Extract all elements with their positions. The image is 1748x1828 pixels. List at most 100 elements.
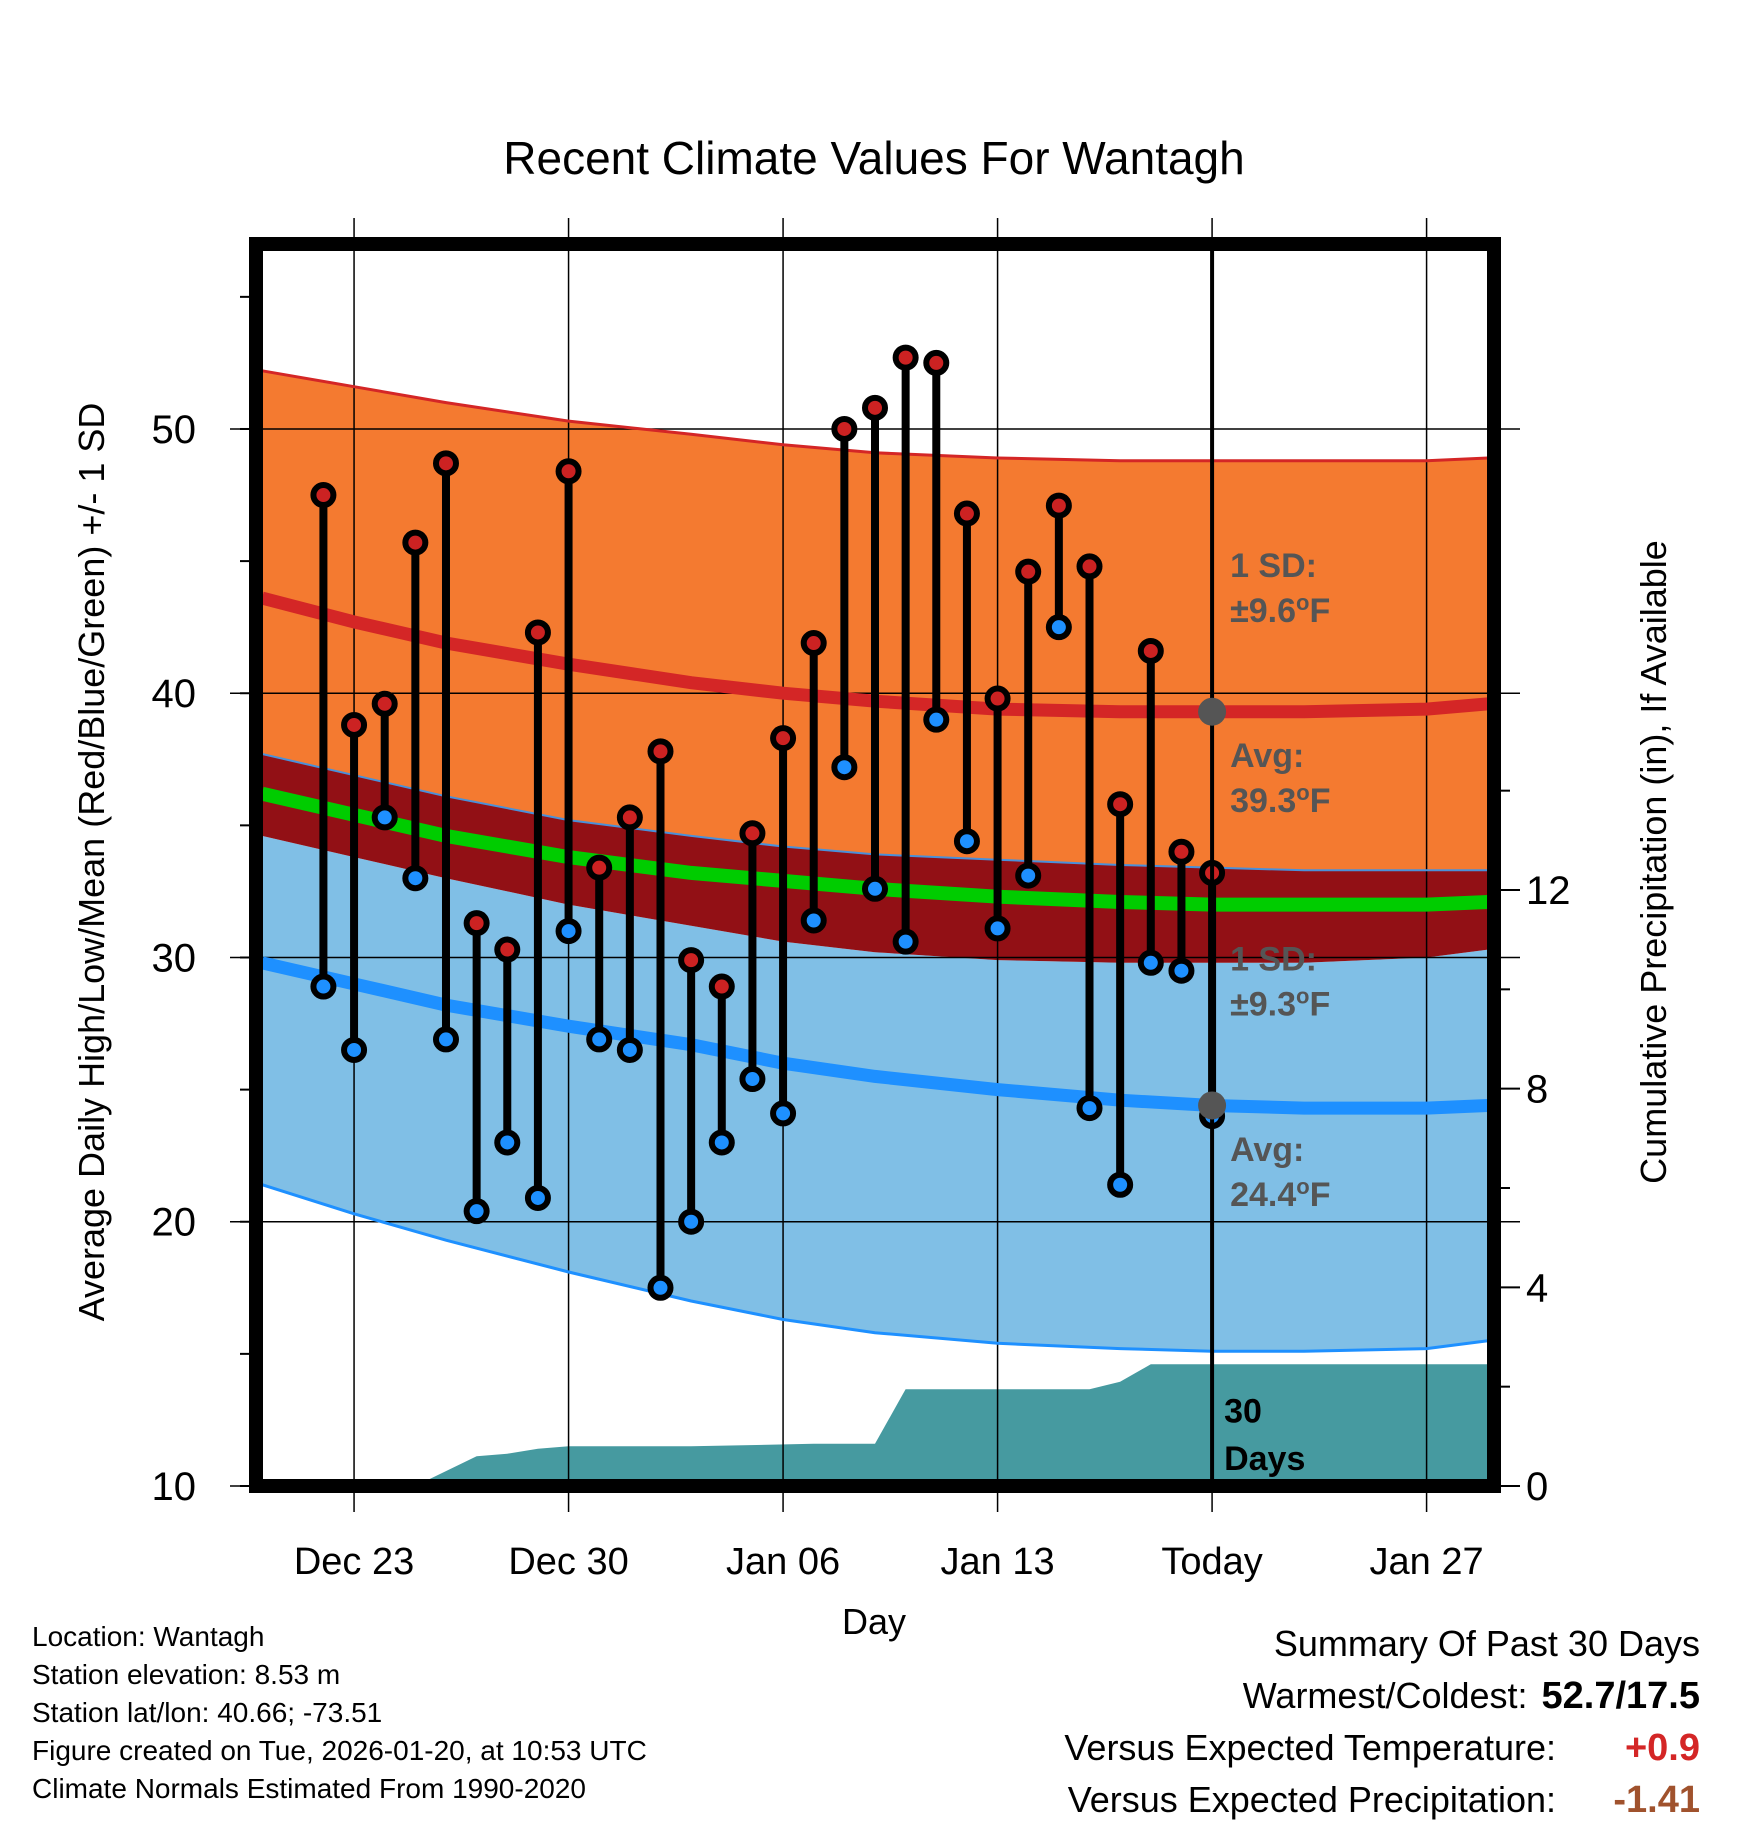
today-high-avg-dot bbox=[1198, 697, 1227, 726]
high-avg-value: 39.3oF bbox=[1230, 780, 1330, 820]
daily-high-marker bbox=[586, 854, 613, 881]
y2-axis-label: Cumulative Precipitation (in), If Availa… bbox=[1633, 540, 1674, 1184]
elevation-text: Station elevation: 8.53 m bbox=[32, 1659, 341, 1690]
daily-low-marker bbox=[371, 804, 398, 831]
y2-tick-label: 12 bbox=[1526, 869, 1571, 913]
daily-low-marker bbox=[463, 1198, 490, 1225]
y2-tick-label: 0 bbox=[1526, 1465, 1548, 1509]
daily-high-marker bbox=[800, 630, 827, 657]
x-tick-label: Dec 23 bbox=[294, 1541, 414, 1583]
low-sd-label: 1 SD: bbox=[1230, 941, 1317, 979]
daily-low-marker bbox=[616, 1036, 643, 1063]
daily-low-marker bbox=[831, 754, 858, 781]
daily-high-marker bbox=[984, 685, 1011, 712]
station-info: Location: Wantagh Station elevation: 8.5… bbox=[32, 1618, 647, 1808]
precip-days-count: 30 bbox=[1224, 1393, 1262, 1431]
daily-low-marker bbox=[923, 706, 950, 733]
daily-low-marker bbox=[1076, 1095, 1103, 1122]
daily-low-marker bbox=[341, 1036, 368, 1063]
daily-high-marker bbox=[1015, 558, 1042, 585]
daily-low-marker bbox=[708, 1129, 735, 1156]
daily-low-marker bbox=[1137, 949, 1164, 976]
daily-high-marker bbox=[923, 349, 950, 376]
daily-high-marker bbox=[1168, 838, 1195, 865]
high-sd-label: 1 SD: bbox=[1230, 547, 1317, 585]
daily-high-marker bbox=[616, 804, 643, 831]
y-tick-label: 50 bbox=[152, 408, 197, 452]
daily-low-marker bbox=[984, 915, 1011, 942]
daily-low-marker bbox=[647, 1274, 674, 1301]
y-axis-label: Average Daily High/Low/Mean (Red/Blue/Gr… bbox=[71, 403, 112, 1322]
daily-low-marker bbox=[1168, 957, 1195, 984]
location-text: Location: Wantagh bbox=[32, 1621, 265, 1652]
x-tick-label: Jan 27 bbox=[1370, 1541, 1484, 1583]
daily-low-marker bbox=[402, 865, 429, 892]
daily-high-marker bbox=[678, 947, 705, 974]
y-tick-label: 10 bbox=[152, 1465, 197, 1509]
y-tick-label: 30 bbox=[152, 936, 197, 980]
plot-frame bbox=[249, 237, 1501, 1493]
x-tick-label: Dec 30 bbox=[508, 1541, 628, 1583]
x-axis-label: Day bbox=[842, 1601, 906, 1642]
daily-low-marker bbox=[494, 1129, 521, 1156]
chart-title: Recent Climate Values For Wantagh bbox=[503, 132, 1244, 184]
precip-vs-expected-value: -1.41 bbox=[1613, 1779, 1700, 1821]
daily-low-marker bbox=[524, 1184, 551, 1211]
daily-high-marker bbox=[647, 738, 674, 765]
y-tick-label: 40 bbox=[152, 672, 197, 716]
y-tick-label: 20 bbox=[152, 1201, 197, 1245]
high-sd-value: ±9.6oF bbox=[1230, 590, 1330, 630]
today-low-avg-dot bbox=[1198, 1091, 1227, 1120]
high-avg-label: Avg: bbox=[1230, 737, 1304, 775]
daily-low-marker bbox=[1107, 1171, 1134, 1198]
daily-high-marker bbox=[708, 973, 735, 1000]
daily-low-marker bbox=[862, 875, 888, 902]
low-avg-label: Avg: bbox=[1230, 1131, 1304, 1169]
daily-high-marker bbox=[1107, 791, 1134, 818]
summary-title: Summary Of Past 30 Days bbox=[1273, 1623, 1700, 1664]
y2-tick-label: 8 bbox=[1526, 1068, 1548, 1112]
daily-low-marker bbox=[310, 973, 337, 1000]
cumulative-precip-area bbox=[427, 1364, 1488, 1480]
low-avg-value: 24.4oF bbox=[1230, 1174, 1330, 1214]
daily-high-marker bbox=[770, 725, 797, 752]
daily-high-marker bbox=[1137, 637, 1164, 664]
daily-low-marker bbox=[432, 1026, 459, 1053]
daily-low-marker bbox=[770, 1100, 797, 1127]
daily-high-marker bbox=[1076, 553, 1103, 580]
precip-vs-expected-label: Versus Expected Precipitation: bbox=[1067, 1779, 1556, 1820]
x-tick-label: Jan 06 bbox=[726, 1541, 840, 1583]
daily-high-marker bbox=[953, 500, 980, 527]
daily-high-marker bbox=[555, 458, 582, 485]
temp-vs-expected-value: +0.9 bbox=[1624, 1727, 1700, 1769]
temp-vs-expected-label: Versus Expected Temperature: bbox=[1064, 1727, 1556, 1768]
daily-high-marker bbox=[862, 394, 888, 421]
daily-low-marker bbox=[586, 1026, 613, 1053]
low-sd-value: ±9.3oF bbox=[1230, 984, 1330, 1024]
daily-high-marker bbox=[341, 711, 368, 738]
normals-text: Climate Normals Estimated From 1990-2020 bbox=[32, 1773, 586, 1804]
daily-high-marker bbox=[1045, 492, 1072, 519]
summary-panel: Summary Of Past 30 Days Warmest/Coldest:… bbox=[1064, 1618, 1700, 1826]
warm-cold-label: Warmest/Coldest: bbox=[1242, 1675, 1528, 1716]
x-tick-label: Jan 13 bbox=[941, 1541, 1055, 1583]
created-text: Figure created on Tue, 2026-01-20, at 10… bbox=[32, 1735, 647, 1766]
low-lower-sd-line bbox=[262, 1183, 1488, 1353]
warm-cold-value: 52.7/17.5 bbox=[1541, 1675, 1700, 1717]
daily-low-marker bbox=[555, 918, 582, 945]
daily-high-marker bbox=[524, 619, 551, 646]
y2-tick-label: 4 bbox=[1526, 1266, 1548, 1310]
daily-high-marker bbox=[494, 936, 521, 963]
daily-low-marker bbox=[1045, 614, 1072, 641]
daily-high-marker bbox=[739, 820, 766, 847]
daily-high-marker bbox=[463, 910, 490, 937]
precip-days-label: Days bbox=[1224, 1440, 1305, 1478]
daily-low-marker bbox=[892, 928, 919, 955]
daily-high-marker bbox=[402, 529, 429, 556]
daily-high-marker bbox=[371, 690, 398, 717]
daily-low-marker bbox=[1015, 862, 1042, 889]
daily-low-marker bbox=[678, 1208, 705, 1235]
latlon-text: Station lat/lon: 40.66; -73.51 bbox=[32, 1697, 383, 1728]
daily-low-marker bbox=[953, 828, 980, 855]
